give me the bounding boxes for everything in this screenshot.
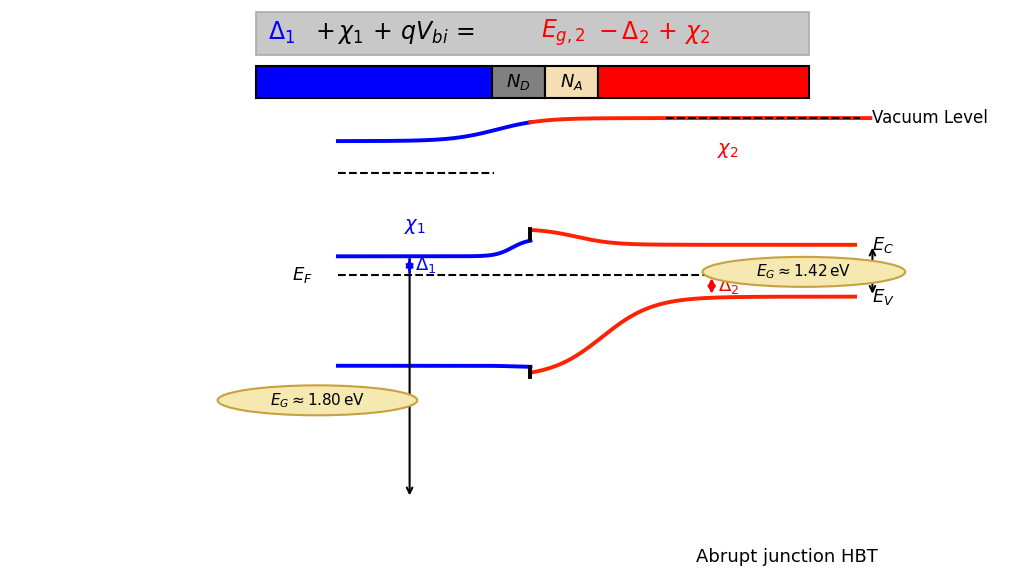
- Text: $E_V$: $E_V$: [872, 287, 895, 306]
- Text: $N_A$: $N_A$: [560, 72, 583, 92]
- Text: $\Delta_1$: $\Delta_1$: [268, 20, 296, 46]
- Text: $\Delta_1$: $\Delta_1$: [415, 255, 436, 275]
- Text: $E_G \approx 1.42\,\mathrm{eV}$: $E_G \approx 1.42\,\mathrm{eV}$: [757, 263, 851, 281]
- Text: $\Delta_2$: $\Delta_2$: [718, 276, 739, 296]
- Bar: [492, 66, 545, 98]
- Text: $E_F$: $E_F$: [292, 266, 312, 285]
- Text: $\chi_2$: $\chi_2$: [717, 141, 738, 160]
- Text: $N_D$: $N_D$: [506, 72, 530, 92]
- Text: Vacuum Level: Vacuum Level: [872, 109, 988, 127]
- Text: $E_G \approx 1.80\,\mathrm{eV}$: $E_G \approx 1.80\,\mathrm{eV}$: [270, 391, 365, 410]
- Text: $E_C$: $E_C$: [872, 235, 895, 255]
- Bar: [256, 66, 492, 98]
- Text: $-\,\Delta_2\,+\,\chi_2$: $-\,\Delta_2\,+\,\chi_2$: [598, 20, 711, 46]
- Text: $\chi_1$: $\chi_1$: [404, 217, 426, 236]
- Bar: [545, 66, 598, 98]
- Ellipse shape: [702, 257, 905, 287]
- Text: Abrupt junction HBT: Abrupt junction HBT: [696, 548, 879, 566]
- Bar: [598, 66, 809, 98]
- Text: $E_{g,2}$: $E_{g,2}$: [541, 17, 586, 48]
- Text: $+\,\chi_1\,+\,qV_{bi}\,=$: $+\,\chi_1\,+\,qV_{bi}\,=$: [315, 20, 475, 46]
- FancyBboxPatch shape: [256, 12, 809, 55]
- Ellipse shape: [218, 385, 418, 415]
